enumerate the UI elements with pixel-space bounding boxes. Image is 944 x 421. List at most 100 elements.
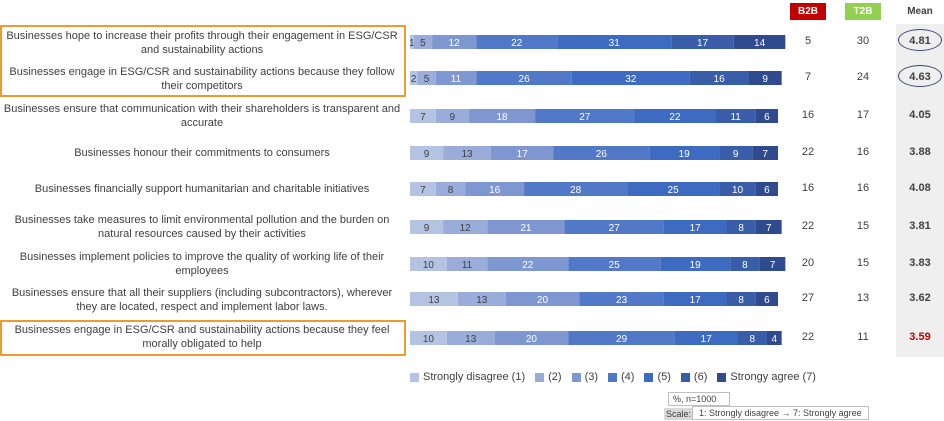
legend-label: Strongy agree (7) (730, 371, 816, 383)
t2b-value: 13 (856, 292, 870, 304)
bar-segment (649, 146, 720, 160)
mean-value: 3.88 (909, 146, 931, 158)
bar-segment (571, 71, 690, 85)
bar-data-label: 11 (730, 112, 741, 123)
legend-item: (2) (535, 371, 562, 383)
bar-segment (443, 146, 491, 160)
b2b-value: 16 (801, 182, 815, 194)
t2b-value: 11 (857, 331, 869, 343)
bar-data-label: 13 (476, 295, 488, 306)
bar-segment (432, 35, 477, 49)
b2b-value: 27 (801, 292, 815, 304)
bar-data-label: 27 (579, 112, 591, 123)
bar-segment (446, 331, 495, 345)
bar-segment (579, 292, 664, 306)
bar-segment (755, 182, 778, 196)
bar-data-label: 27 (609, 223, 621, 234)
bar-data-label: 16 (489, 185, 501, 196)
b2b-value: 22 (801, 331, 815, 343)
bar-segment (490, 146, 554, 160)
scale-label: Scale: (664, 408, 694, 420)
bar-segment (410, 35, 414, 49)
bar-data-label: 22 (511, 38, 523, 49)
bar-data-label: 20 (526, 334, 538, 345)
bar-segment (719, 146, 753, 160)
bar-data-label: 2 (411, 74, 417, 85)
bar-data-label: 25 (668, 185, 680, 196)
bar-data-label: 7 (420, 185, 426, 196)
mean-value: 3.62 (909, 292, 931, 304)
bar-data-label: 10 (732, 185, 744, 196)
bar-data-label: 8 (738, 223, 744, 234)
bar-data-label: 26 (519, 74, 531, 85)
bar-data-label: 9 (424, 223, 430, 234)
bar-segment (660, 257, 731, 271)
bar-segment (524, 182, 628, 196)
t2b-value: 16 (856, 146, 870, 158)
bar-data-label: 17 (697, 38, 709, 49)
bar-data-label: 8 (742, 260, 748, 271)
bar-segment (755, 292, 778, 306)
bar-segment (410, 146, 444, 160)
legend-swatch (680, 372, 690, 382)
mean-value: 4.05 (909, 109, 931, 121)
bar-data-label: 11 (451, 74, 462, 85)
row-label: Businesses engage in ESG/CSR and sustain… (14, 324, 390, 350)
row-label: Businesses take measures to limit enviro… (14, 214, 390, 240)
bar-data-label: 7 (770, 260, 776, 271)
bar-data-label: 5 (424, 74, 430, 85)
bar-segment (443, 220, 488, 234)
bar-data-label: 31 (609, 38, 621, 49)
legend-swatch (410, 372, 419, 382)
bar-segment (487, 220, 565, 234)
bar-segment (726, 292, 756, 306)
bar-data-label: 4 (772, 334, 778, 345)
bar-data-label: 6 (764, 185, 770, 196)
legend-item: Strongy agree (7) (717, 371, 816, 383)
bar-segment (535, 109, 635, 123)
legend-label: Strongly disagree (1) (423, 371, 526, 383)
bar-segment (674, 331, 738, 345)
bar-segment (410, 257, 447, 271)
row-label: Businesses hope to increase their profit… (6, 30, 398, 56)
legend-label: (6) (693, 371, 708, 383)
mean-value: 3.81 (909, 220, 931, 232)
bar-data-label: 13 (465, 334, 477, 345)
bar-data-label: 19 (690, 260, 702, 271)
bar-segment (726, 220, 756, 234)
row-label: Businesses ensure that communication wit… (3, 103, 401, 129)
bar-data-label: 19 (679, 149, 691, 160)
bar-segment (752, 146, 778, 160)
bar-data-label: 9 (733, 149, 739, 160)
bar-data-label: 7 (420, 112, 426, 123)
bar-data-label: 8 (738, 295, 744, 306)
row-label: Businesses honour their commitments to c… (74, 147, 330, 159)
bar-segment (568, 257, 661, 271)
scale-text: 1: Strongly disagree → 7: Strongly agree (692, 406, 869, 420)
mean-ellipse-row2 (898, 65, 942, 87)
mean-ellipse-row1 (898, 29, 942, 51)
bar-segment (671, 35, 734, 49)
bar-data-label: 32 (625, 74, 637, 85)
bar-segment (435, 109, 469, 123)
legend-swatch (571, 372, 581, 382)
bar-segment (410, 71, 418, 85)
mean-value: 4.08 (909, 182, 931, 194)
bar-segment (663, 292, 727, 306)
bar-data-label: 28 (570, 185, 582, 196)
bar-segment (410, 292, 458, 306)
t2b-header-badge: T2B (845, 3, 881, 20)
bar-segment (748, 71, 782, 85)
bar-segment (715, 109, 756, 123)
bar-data-label: 10 (423, 334, 435, 345)
bar-segment (410, 109, 436, 123)
legend-item: (3) (571, 371, 598, 383)
bar-data-label: 1 (409, 38, 415, 49)
bar-data-label: 6 (764, 295, 770, 306)
bar-segment (766, 331, 782, 345)
b2b-value: 20 (801, 257, 815, 269)
legend-swatch (535, 372, 545, 382)
bar-data-label: 8 (448, 185, 454, 196)
b2b-value: 22 (801, 220, 815, 232)
